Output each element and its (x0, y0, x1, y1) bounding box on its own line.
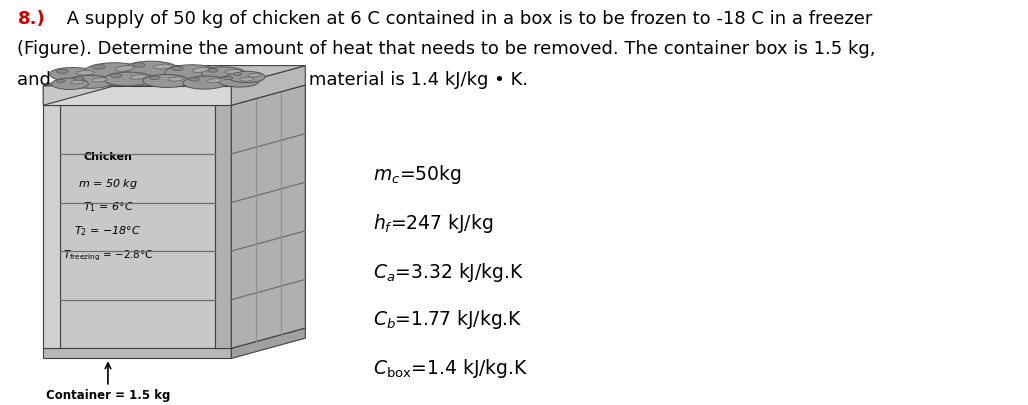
Polygon shape (43, 85, 134, 105)
Ellipse shape (71, 80, 83, 84)
Ellipse shape (74, 77, 84, 80)
Ellipse shape (131, 75, 147, 79)
Ellipse shape (172, 66, 183, 70)
Text: and the specific heat of the box material is 1.4 kJ/kg • K.: and the specific heat of the box materia… (17, 71, 528, 89)
Ellipse shape (111, 74, 121, 77)
Ellipse shape (228, 71, 265, 83)
Ellipse shape (208, 79, 222, 83)
Ellipse shape (149, 76, 160, 79)
Ellipse shape (208, 68, 218, 72)
Ellipse shape (49, 68, 101, 82)
Ellipse shape (164, 65, 216, 79)
Ellipse shape (57, 79, 65, 83)
Polygon shape (43, 66, 305, 86)
Polygon shape (231, 66, 305, 105)
Ellipse shape (189, 78, 199, 81)
Ellipse shape (91, 78, 107, 82)
Polygon shape (43, 348, 231, 358)
Ellipse shape (51, 78, 88, 90)
Ellipse shape (240, 77, 254, 81)
Ellipse shape (104, 72, 153, 86)
Text: Container = 1.5 kg: Container = 1.5 kg (46, 389, 170, 402)
Text: $C_\mathrm{box}$=1.4 kJ/kg.K: $C_\mathrm{box}$=1.4 kJ/kg.K (373, 357, 528, 380)
Text: $T_1$ = 6°C: $T_1$ = 6°C (82, 200, 134, 214)
Ellipse shape (68, 75, 113, 88)
Text: Chicken: Chicken (83, 152, 133, 162)
Polygon shape (231, 328, 305, 358)
Ellipse shape (168, 77, 184, 81)
Ellipse shape (192, 67, 209, 72)
Text: A supply of 50 kg of chicken at 6 C contained in a box is to be frozen to -18 C : A supply of 50 kg of chicken at 6 C cont… (61, 10, 872, 28)
Polygon shape (231, 85, 305, 348)
Ellipse shape (233, 72, 242, 76)
Text: (Figure). Determine the amount of heat that needs to be removed. The container b: (Figure). Determine the amount of heat t… (17, 40, 876, 58)
Polygon shape (231, 85, 305, 348)
Ellipse shape (125, 61, 179, 77)
Ellipse shape (115, 66, 134, 71)
Polygon shape (43, 105, 60, 348)
Text: $m$ = 50 kg: $m$ = 50 kg (78, 177, 138, 191)
Ellipse shape (76, 70, 95, 75)
Text: $C_a$=3.32 kJ/kg.K: $C_a$=3.32 kJ/kg.K (373, 261, 524, 283)
Ellipse shape (225, 70, 241, 74)
Polygon shape (60, 105, 215, 348)
Text: $h_f$=247 kJ/kg: $h_f$=247 kJ/kg (373, 212, 493, 235)
Polygon shape (43, 66, 117, 105)
Text: $T_\mathrm{freezing}$ = −2.8°C: $T_\mathrm{freezing}$ = −2.8°C (63, 248, 153, 263)
Ellipse shape (218, 75, 259, 87)
Ellipse shape (84, 63, 142, 79)
Polygon shape (43, 86, 231, 105)
Ellipse shape (183, 76, 228, 89)
Polygon shape (215, 105, 231, 348)
Ellipse shape (153, 64, 172, 69)
Text: $C_b$=1.77 kJ/kg.K: $C_b$=1.77 kJ/kg.K (373, 309, 523, 331)
Ellipse shape (224, 76, 232, 80)
Ellipse shape (248, 73, 260, 77)
Text: $m_c$=50kg: $m_c$=50kg (373, 163, 462, 185)
Text: $T_2$ = −18°C: $T_2$ = −18°C (74, 224, 142, 238)
Text: 8.): 8.) (17, 10, 45, 28)
Ellipse shape (143, 75, 190, 87)
Ellipse shape (57, 69, 68, 73)
Ellipse shape (133, 63, 145, 67)
Ellipse shape (93, 64, 105, 69)
Ellipse shape (201, 67, 247, 81)
